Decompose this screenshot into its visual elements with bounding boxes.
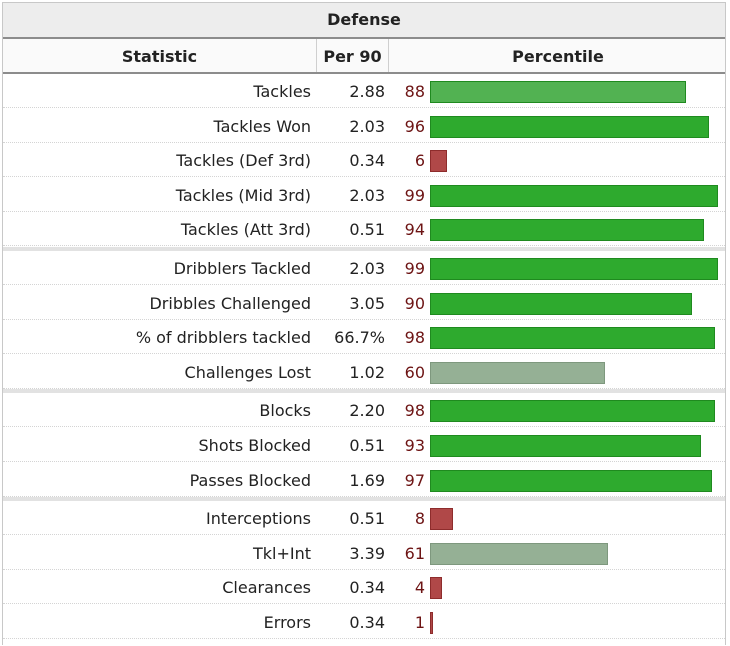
table-row: Tackles (Def 3rd) 0.34 6 — [3, 143, 725, 178]
header-divider — [316, 39, 317, 72]
percentile-bar — [430, 542, 608, 565]
group-separator — [3, 497, 725, 502]
per90-value: 3.05 — [349, 293, 385, 313]
per90-value: 3.39 — [349, 543, 385, 563]
per90-value: 1.02 — [349, 362, 385, 382]
stat-name: Errors — [263, 613, 311, 632]
per90-value: 0.34 — [349, 151, 385, 171]
percentile-label: 98 — [404, 328, 425, 348]
header-divider — [388, 39, 389, 72]
percentile-label: 88 — [404, 82, 425, 101]
percentile-label: 1 — [414, 613, 425, 632]
percentile-bar — [430, 327, 715, 350]
percentile-bar — [430, 219, 704, 242]
stat-name: Dribbles Challenged — [149, 293, 311, 313]
stat-name: Tackles — [253, 82, 311, 101]
per90-value: 2.20 — [349, 401, 385, 421]
percentile-bar — [430, 508, 453, 531]
table-row: Tackles 2.88 88 — [3, 74, 725, 108]
percentile-label: 60 — [404, 362, 425, 382]
per90-value: 2.88 — [349, 82, 385, 101]
table-row: Tackles Won 2.03 96 — [3, 109, 725, 143]
per90-value: 2.03 — [349, 185, 385, 205]
percentile-label: 6 — [414, 151, 425, 171]
table-row: Clearances 0.34 4 — [3, 570, 725, 605]
stat-name: Tkl+Int — [252, 543, 311, 563]
percentile-bar — [430, 81, 686, 103]
stat-name: Shots Blocked — [198, 436, 311, 455]
table-row: % of dribblers tackled 66.7% 98 — [3, 320, 725, 355]
per90-value: 0.34 — [349, 613, 385, 632]
table-row: Challenges Lost 1.02 60 — [3, 355, 725, 389]
header-row: Statistic Per 90 Percentile — [3, 39, 725, 74]
header-statistic[interactable]: Statistic — [121, 47, 198, 66]
table-row: Interceptions 0.51 8 — [3, 501, 725, 536]
stat-name: Tackles Won — [213, 116, 311, 136]
per90-value: 2.03 — [349, 116, 385, 136]
per90-value: 0.51 — [349, 509, 385, 529]
table-row: Errors 0.34 1 — [3, 605, 725, 639]
per90-value: 66.7% — [334, 328, 385, 348]
stat-name: Passes Blocked — [189, 470, 311, 490]
percentile-label: 97 — [404, 470, 425, 490]
stat-name: Interceptions — [206, 509, 311, 529]
percentile-label: 99 — [404, 185, 425, 205]
table-row: Tackles (Mid 3rd) 2.03 99 — [3, 178, 725, 212]
per90-value: 0.51 — [349, 436, 385, 455]
percentile-label: 99 — [404, 259, 425, 278]
percentile-label: 96 — [404, 116, 425, 136]
percentile-label: 90 — [404, 293, 425, 313]
percentile-label: 8 — [414, 509, 425, 529]
percentile-label: 61 — [404, 543, 425, 563]
stat-name: Tackles (Def 3rd) — [176, 151, 311, 171]
table-row: Dribblers Tackled 2.03 99 — [3, 251, 725, 285]
percentile-label: 98 — [404, 401, 425, 421]
stat-name: Clearances — [222, 578, 311, 598]
table-row: Tkl+Int 3.39 61 — [3, 536, 725, 570]
per90-value: 0.51 — [349, 220, 385, 240]
stat-name: Tackles (Att 3rd) — [180, 220, 311, 240]
table-row: Tackles (Att 3rd) 0.51 94 — [3, 212, 725, 247]
percentile-bar — [430, 115, 709, 138]
percentile-bar — [430, 258, 718, 280]
per90-value: 1.69 — [349, 470, 385, 490]
group-separator — [3, 247, 725, 251]
stat-name: Challenges Lost — [184, 362, 311, 382]
percentile-bar — [430, 577, 442, 600]
group-separator — [3, 389, 725, 394]
percentile-bar — [430, 400, 715, 423]
per90-value: 0.34 — [349, 578, 385, 598]
table-row: Shots Blocked 0.51 93 — [3, 428, 725, 462]
stat-name: Dribblers Tackled — [173, 259, 311, 278]
percentile-label: 93 — [404, 436, 425, 455]
stat-name: Tackles (Mid 3rd) — [175, 185, 311, 205]
percentile-bar — [430, 612, 433, 634]
percentile-bar — [430, 435, 701, 457]
percentile-bar — [430, 184, 718, 207]
per90-value: 2.03 — [349, 259, 385, 278]
stat-name: % of dribblers tackled — [135, 328, 311, 348]
percentile-label: 94 — [404, 220, 425, 240]
percentile-bar — [430, 361, 605, 384]
table-row: Passes Blocked 1.69 97 — [3, 463, 725, 497]
table-row: Blocks 2.20 98 — [3, 393, 725, 428]
percentile-label: 4 — [414, 578, 425, 598]
percentile-bar — [430, 292, 692, 315]
table-row: Dribbles Challenged 3.05 90 — [3, 286, 725, 320]
header-percentile[interactable]: Percentile — [512, 47, 604, 66]
header-per90[interactable]: Per 90 — [323, 47, 382, 66]
table-title: Defense — [3, 3, 725, 39]
percentile-bar — [430, 150, 447, 173]
percentile-bar — [430, 469, 712, 492]
stat-name: Blocks — [259, 401, 311, 421]
